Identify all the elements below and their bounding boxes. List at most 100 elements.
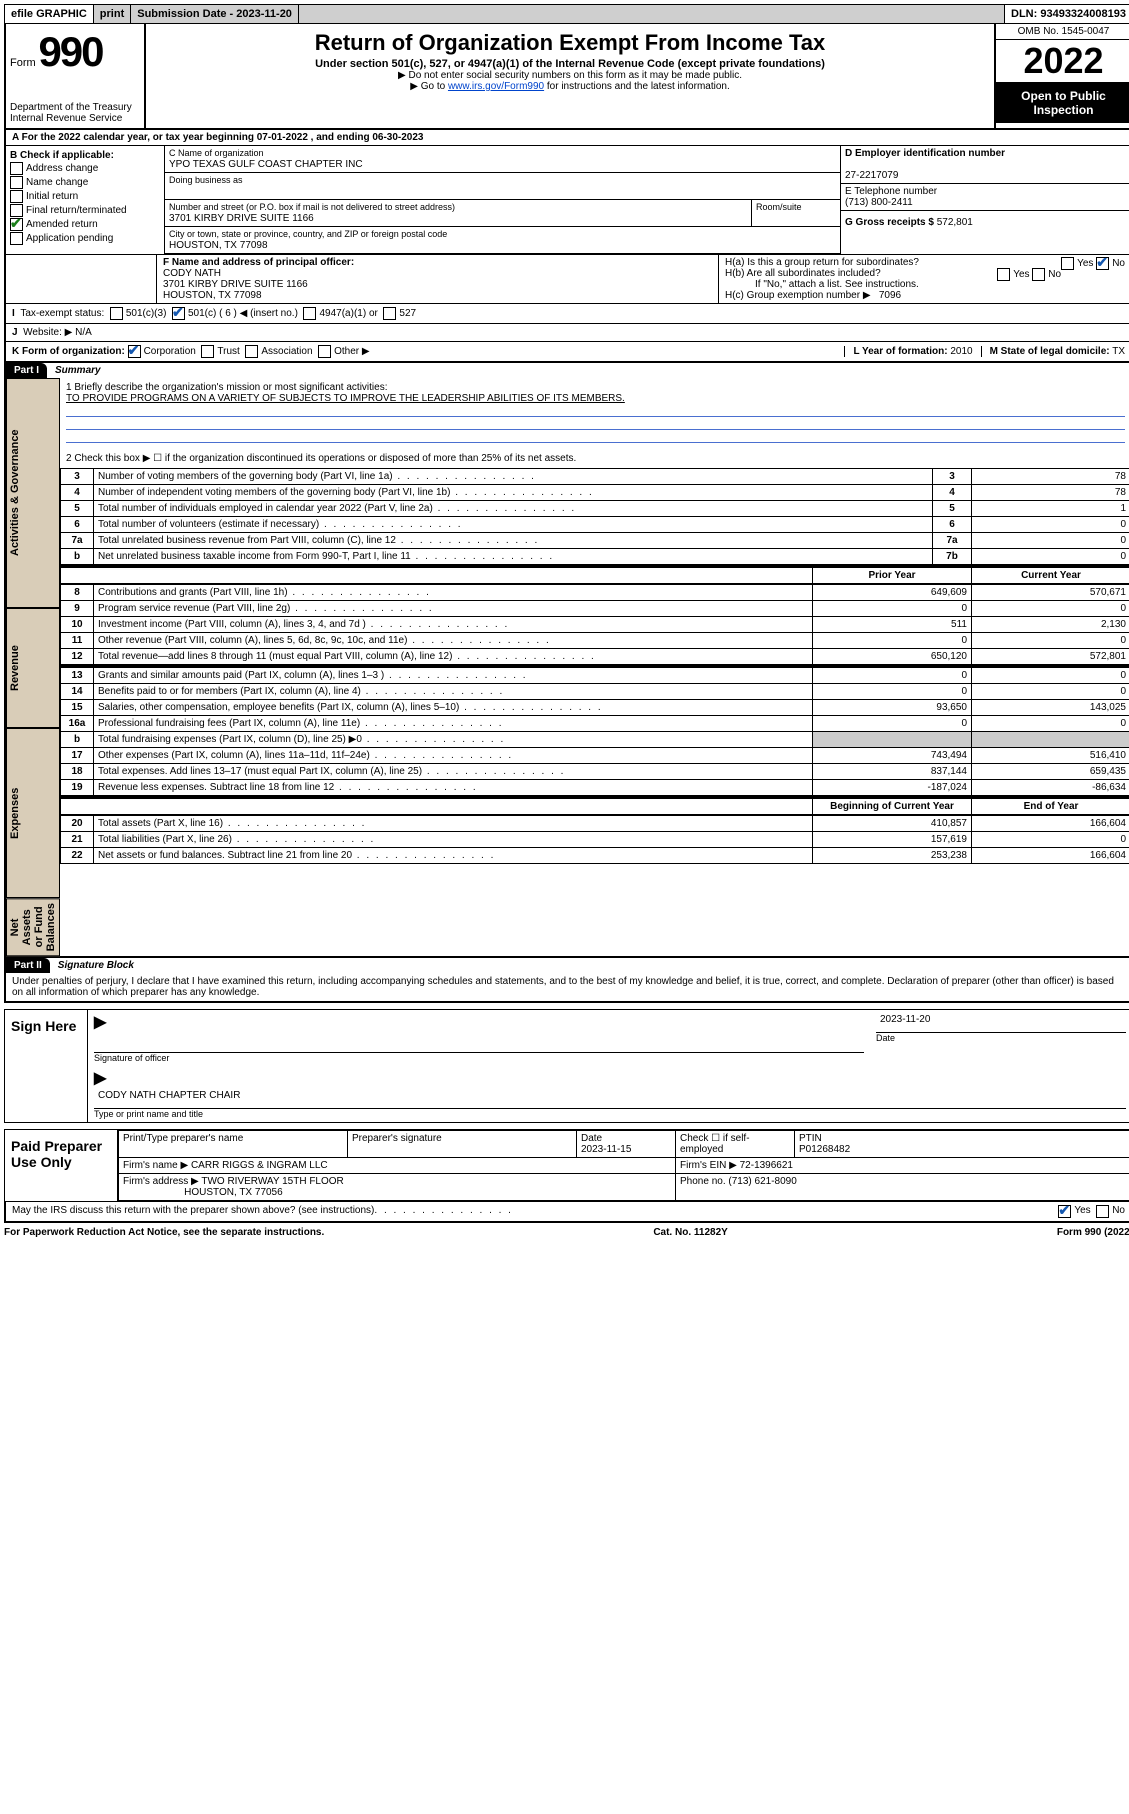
line-value: 0 (972, 517, 1129, 533)
line-no: 5 (61, 501, 94, 517)
line-no: 18 (61, 764, 94, 780)
firm-name: CARR RIGGS & INGRAM LLC (191, 1160, 328, 1171)
line-text: Total revenue—add lines 8 through 11 (mu… (94, 649, 813, 665)
boxb-checkbox[interactable] (10, 190, 23, 203)
part2-title: Signature Block (50, 958, 142, 973)
line-text: Number of voting members of the governin… (94, 469, 933, 485)
i-4947-checkbox[interactable] (303, 307, 316, 320)
line-box: 6 (933, 517, 972, 533)
k-other-checkbox[interactable] (318, 345, 331, 358)
firm-ein: 72-1396621 (740, 1160, 793, 1171)
col-eoy: End of Year (972, 798, 1129, 815)
line-text: Total fundraising expenses (Part IX, col… (94, 732, 813, 748)
website-row: J Website: ▶ N/A (4, 324, 1129, 342)
k-trust-checkbox[interactable] (201, 345, 214, 358)
h-a-yes-checkbox[interactable] (1061, 257, 1074, 270)
subtitle-3: ▶ Go to www.irs.gov/Form990 for instruct… (154, 81, 986, 92)
footer-left: For Paperwork Reduction Act Notice, see … (4, 1227, 324, 1238)
k-assoc-checkbox[interactable] (245, 345, 258, 358)
gross-value: 572,801 (937, 217, 973, 228)
firm-addr2: HOUSTON, TX 77056 (184, 1187, 283, 1198)
prior-value: 0 (813, 667, 972, 684)
period-mid: , and ending (311, 132, 373, 143)
sign-block: Sign Here ▶ Signature of officer 2023-11… (4, 1009, 1129, 1123)
table-rev: 8 Contributions and grants (Part VIII, l… (60, 584, 1129, 665)
h-a-no: No (1112, 258, 1125, 269)
table-exp: 13 Grants and similar amounts paid (Part… (60, 665, 1129, 796)
part1-header: Part I Summary (4, 363, 1129, 378)
prior-value: 0 (813, 716, 972, 732)
line-text: Grants and similar amounts paid (Part IX… (94, 667, 813, 684)
part2-header: Part II Signature Block (4, 958, 1129, 973)
prior-value: 157,619 (813, 832, 972, 848)
boxb-checkbox[interactable] (10, 218, 23, 231)
line-no: b (61, 732, 94, 748)
current-value: 0 (972, 601, 1129, 617)
print-button[interactable]: print (94, 5, 131, 23)
line-text: Program service revenue (Part VIII, line… (94, 601, 813, 617)
sub3-pre: ▶ Go to (410, 81, 448, 92)
line-text: Total assets (Part X, line 16) (94, 816, 813, 832)
line-value: 0 (972, 549, 1129, 565)
line-no: 8 (61, 585, 94, 601)
m-label: M State of legal domicile: (990, 346, 1110, 357)
table-na-head: Beginning of Current YearEnd of Year (60, 796, 1129, 815)
line-text: Revenue less expenses. Subtract line 18 … (94, 780, 813, 796)
form-header: Form 990 Department of the Treasury Inte… (4, 24, 1129, 130)
table-rev-head: Prior YearCurrent Year (60, 565, 1129, 584)
j-value: N/A (75, 327, 92, 338)
discuss-no-checkbox[interactable] (1096, 1205, 1109, 1218)
instructions-link[interactable]: www.irs.gov/Form990 (448, 81, 544, 92)
paid-preparer-block: Paid Preparer Use Only Print/Type prepar… (4, 1129, 1129, 1202)
period-begin: 07-01-2022 (257, 132, 308, 143)
officer-group-block: F Name and address of principal officer:… (4, 254, 1129, 304)
form-title: Return of Organization Exempt From Incom… (154, 30, 986, 56)
open-public-badge: Open to Public Inspection (996, 83, 1129, 123)
boxb-checkbox[interactable] (10, 176, 23, 189)
tax-period-line: A For the 2022 calendar year, or tax yea… (4, 130, 1129, 146)
line-value: 78 (972, 485, 1129, 501)
dept-label: Department of the Treasury (10, 102, 140, 113)
q2-text: 2 Check this box ▶ ☐ if the organization… (66, 453, 1125, 464)
firm-addr-label: Firm's address ▶ (123, 1176, 199, 1187)
form-number: 990 (38, 28, 102, 75)
h-b-yes-checkbox[interactable] (997, 268, 1010, 281)
line-text: Benefits paid to or for members (Part IX… (94, 684, 813, 700)
prior-value: 410,857 (813, 816, 972, 832)
line-no: 9 (61, 601, 94, 617)
prep-sig-label: Preparer's signature (348, 1131, 577, 1158)
prior-value: 650,120 (813, 649, 972, 665)
line-text: Net assets or fund balances. Subtract li… (94, 848, 813, 864)
prior-value: 743,494 (813, 748, 972, 764)
h-b-no: No (1048, 269, 1061, 280)
line-box: 7b (933, 549, 972, 565)
i-501c3-checkbox[interactable] (110, 307, 123, 320)
firm-phone-label: Phone no. (680, 1176, 726, 1187)
line-no: 3 (61, 469, 94, 485)
i-501c-checkbox[interactable] (172, 307, 185, 320)
phone-label: E Telephone number (845, 186, 937, 197)
line-no: 12 (61, 649, 94, 665)
i-501c3: 501(c)(3) (126, 308, 167, 319)
prior-value: 253,238 (813, 848, 972, 864)
sign-here-label: Sign Here (5, 1010, 88, 1122)
q1-label: 1 Briefly describe the organization's mi… (66, 382, 1125, 393)
i-527-checkbox[interactable] (383, 307, 396, 320)
ptin-value: P01268482 (799, 1144, 850, 1155)
h-a-no-checkbox[interactable] (1096, 257, 1109, 270)
line-no: 19 (61, 780, 94, 796)
line-text: Contributions and grants (Part VIII, lin… (94, 585, 813, 601)
entity-info-block: B Check if applicable: Address changeNam… (4, 146, 1129, 254)
current-value: 166,604 (972, 816, 1129, 832)
discuss-yes-checkbox[interactable] (1058, 1205, 1071, 1218)
h-b-label: H(b) Are all subordinates included? (725, 268, 881, 279)
boxb-checkbox[interactable] (10, 162, 23, 175)
k-corp: Corporation (144, 346, 196, 357)
footer-right: Form 990 (2022) (1057, 1227, 1129, 1238)
line-no: b (61, 549, 94, 565)
sign-date-label: Date (876, 1033, 895, 1043)
boxb-checkbox[interactable] (10, 232, 23, 245)
firm-phone: (713) 621-8090 (728, 1176, 796, 1187)
h-b-no-checkbox[interactable] (1032, 268, 1045, 281)
k-corp-checkbox[interactable] (128, 345, 141, 358)
